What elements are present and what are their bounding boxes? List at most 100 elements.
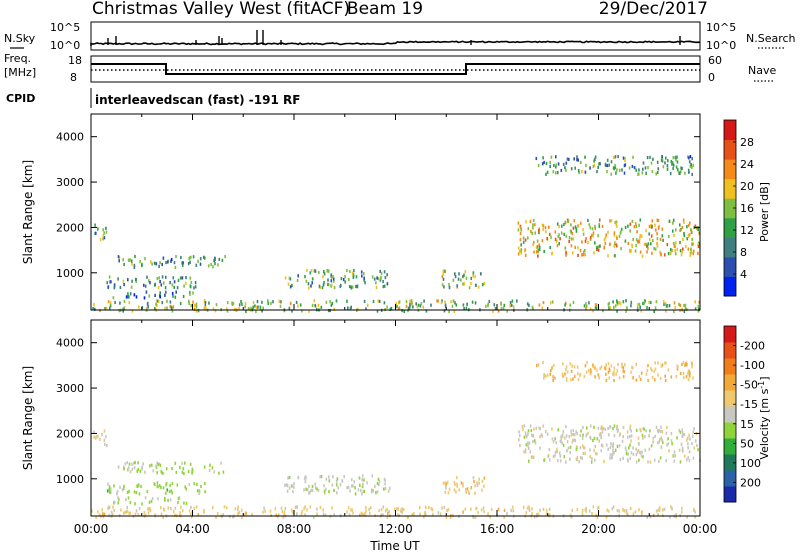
data-cell — [437, 299, 439, 303]
data-cell — [101, 432, 103, 437]
data-cell — [179, 513, 181, 517]
data-cell — [210, 262, 212, 266]
data-cell — [570, 515, 573, 519]
data-cell — [631, 243, 633, 247]
data-cell — [149, 509, 152, 513]
data-cell — [675, 375, 678, 379]
data-cell — [572, 438, 574, 442]
colorbar-tick-label: -50 — [740, 379, 758, 392]
data-cell — [357, 307, 359, 311]
data-cell — [520, 248, 523, 252]
data-cell — [217, 263, 219, 267]
data-cell — [604, 427, 607, 432]
data-cell — [305, 279, 308, 283]
data-cell — [308, 286, 310, 290]
data-cell — [374, 484, 376, 488]
data-cell — [285, 483, 288, 487]
data-cell — [144, 496, 147, 500]
data-cell — [681, 506, 683, 510]
data-cell — [531, 507, 533, 511]
data-cell — [518, 249, 521, 253]
data-cell — [649, 515, 652, 519]
data-cell — [251, 513, 253, 517]
data-cell — [128, 258, 130, 262]
colorbar-tick-label: -15 — [740, 398, 758, 411]
data-cell — [662, 238, 664, 242]
data-cell — [675, 228, 677, 232]
data-cell — [657, 373, 659, 377]
data-cell — [275, 513, 278, 517]
data-cell — [286, 484, 289, 488]
data-cell — [616, 236, 618, 241]
data-cell — [588, 301, 590, 305]
data-cell — [306, 488, 309, 492]
data-cell — [555, 165, 557, 169]
data-cell — [648, 434, 651, 438]
data-cell — [640, 511, 643, 515]
data-cell — [503, 508, 506, 512]
data-cell — [454, 272, 456, 276]
data-cell — [640, 234, 643, 238]
data-cell — [425, 505, 427, 509]
data-cell — [683, 376, 685, 380]
data-cell — [162, 515, 164, 520]
data-cell — [283, 512, 285, 516]
data-cell — [126, 461, 128, 465]
data-cell — [647, 246, 649, 250]
data-cell — [101, 508, 103, 512]
colorbar-tick-label: 4 — [740, 268, 747, 281]
data-cell — [614, 304, 617, 308]
data-cell — [565, 168, 567, 172]
data-cell — [652, 440, 654, 444]
data-cell — [680, 253, 683, 257]
data-cell — [328, 269, 330, 273]
data-cell — [430, 303, 432, 307]
data-cell — [531, 433, 533, 437]
data-cell — [453, 480, 456, 485]
data-cell — [693, 427, 695, 431]
data-cell — [333, 488, 335, 492]
data-cell — [134, 502, 136, 506]
data-cell — [593, 425, 595, 429]
data-cell — [264, 509, 266, 513]
data-cell — [194, 285, 197, 289]
data-cell — [171, 283, 174, 287]
data-cell — [171, 292, 174, 296]
data-cell — [458, 272, 460, 276]
data-cell — [192, 291, 194, 295]
data-cell — [109, 490, 112, 494]
data-cell — [556, 222, 559, 226]
data-cell — [583, 250, 585, 254]
data-cell — [533, 250, 535, 254]
y-tick-label: 1000 — [56, 473, 84, 486]
data-cell — [316, 487, 318, 491]
data-cell — [683, 454, 686, 458]
data-cell — [608, 301, 610, 305]
data-cell — [319, 505, 322, 510]
data-cell — [577, 253, 579, 257]
data-cell — [569, 457, 571, 461]
data-cell — [382, 280, 384, 284]
data-cell — [344, 275, 346, 279]
data-cell — [600, 365, 603, 369]
data-cell — [625, 511, 628, 515]
data-cell — [483, 281, 486, 286]
data-cell — [638, 508, 640, 512]
data-cell — [640, 309, 643, 313]
data-cell — [689, 251, 692, 256]
data-cell — [226, 309, 229, 313]
data-cell — [627, 224, 629, 228]
data-cell — [138, 506, 141, 511]
data-cell — [668, 234, 670, 238]
data-cell — [527, 446, 530, 450]
data-cell — [645, 242, 647, 246]
data-cell — [635, 428, 638, 432]
data-cell — [620, 247, 622, 251]
data-cell — [169, 483, 171, 487]
data-cell — [635, 447, 637, 451]
data-cell — [665, 361, 667, 365]
data-cell — [657, 513, 659, 517]
data-cell — [297, 304, 299, 308]
data-cell — [546, 432, 549, 436]
data-cell — [224, 255, 226, 259]
